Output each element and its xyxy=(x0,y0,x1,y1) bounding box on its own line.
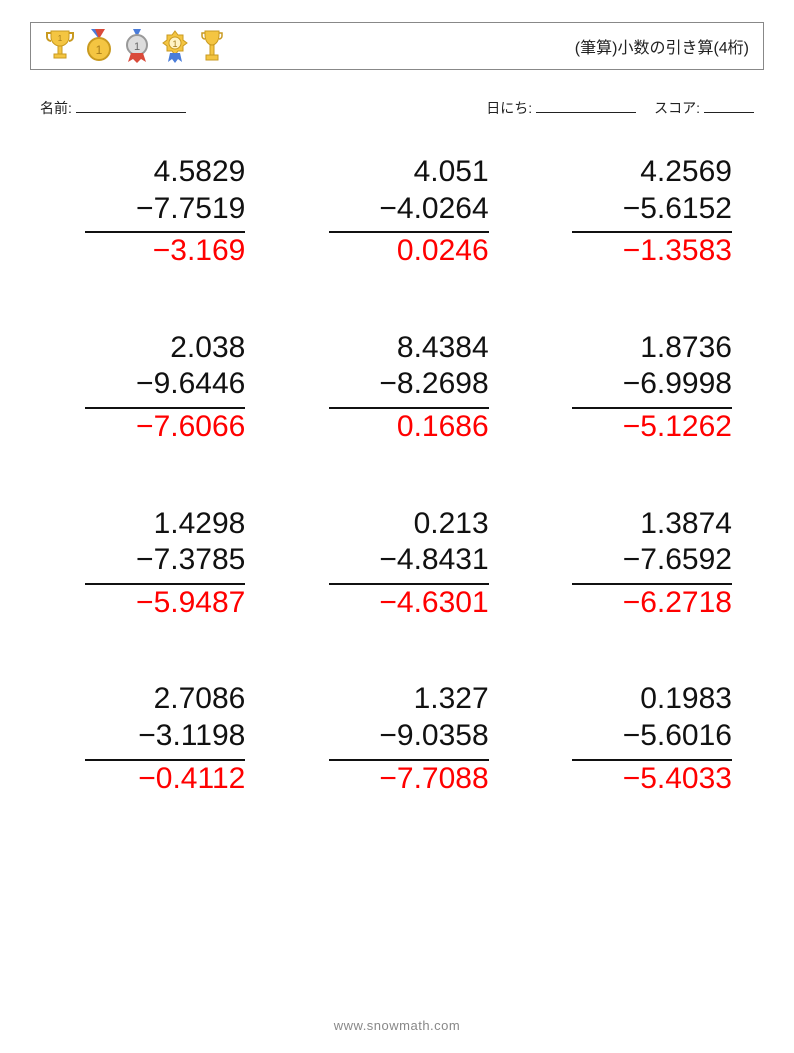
header-box: 1 1 1 1 xyxy=(30,22,764,70)
subtrahend: −7.3785 xyxy=(85,542,245,579)
score-blank xyxy=(704,98,754,113)
worksheet-title: (筆算)小数の引き算(4桁) xyxy=(575,34,749,58)
svg-text:1: 1 xyxy=(172,39,177,49)
problem-cell: 0.1983 −5.6016 −5.4033 xyxy=(549,681,732,797)
answer: −0.4112 xyxy=(85,761,245,798)
problem-cell: 1.8736 −6.9998 −5.1262 xyxy=(549,330,732,446)
date-label: 日にち: xyxy=(486,98,532,118)
subtrahend: −5.6152 xyxy=(572,191,732,228)
problem-cell: 1.327 −9.0358 −7.7088 xyxy=(305,681,488,797)
minuend: 1.4298 xyxy=(85,506,245,543)
subtrahend: −7.6592 xyxy=(572,542,732,579)
minuend: 4.5829 xyxy=(85,154,245,191)
minuend: 4.2569 xyxy=(572,154,732,191)
subtrahend: −9.0358 xyxy=(329,718,489,755)
minuend: 1.8736 xyxy=(572,330,732,367)
problem-cell: 4.5829 −7.7519 −3.169 xyxy=(62,154,245,270)
problem-cell: 4.051 −4.0264 0.0246 xyxy=(305,154,488,270)
trophies-row: 1 1 1 1 xyxy=(45,29,225,63)
name-blank xyxy=(76,98,186,113)
minuend: 4.051 xyxy=(329,154,489,191)
problem-cell: 1.4298 −7.3785 −5.9487 xyxy=(62,506,245,622)
svg-text:1: 1 xyxy=(58,34,63,43)
answer: −7.7088 xyxy=(329,761,489,798)
minuend: 1.327 xyxy=(329,681,489,718)
minuend: 8.4384 xyxy=(329,330,489,367)
date-blank xyxy=(536,98,636,113)
answer: 0.1686 xyxy=(329,409,489,446)
problem-cell: 0.213 −4.8431 −4.6301 xyxy=(305,506,488,622)
meta-row: 名前: 日にち: スコア: xyxy=(30,98,764,118)
answer: −7.6066 xyxy=(85,409,245,446)
subtrahend: −3.1198 xyxy=(85,718,245,755)
svg-text:1: 1 xyxy=(134,41,140,53)
answer: −3.169 xyxy=(85,233,245,270)
medal-badge-icon: 1 xyxy=(161,29,189,63)
minuend: 1.3874 xyxy=(572,506,732,543)
answer: −5.1262 xyxy=(572,409,732,446)
minuend: 2.7086 xyxy=(85,681,245,718)
subtrahend: −4.8431 xyxy=(329,542,489,579)
minuend: 0.213 xyxy=(329,506,489,543)
minuend: 2.038 xyxy=(85,330,245,367)
name-label: 名前: xyxy=(40,98,72,118)
trophy-tall-icon xyxy=(199,29,225,63)
footer-url: www.snowmath.com xyxy=(0,1018,794,1033)
problem-cell: 4.2569 −5.6152 −1.3583 xyxy=(549,154,732,270)
problem-cell: 1.3874 −7.6592 −6.2718 xyxy=(549,506,732,622)
trophy-cup-icon: 1 xyxy=(45,29,75,63)
answer: 0.0246 xyxy=(329,233,489,270)
answer: −6.2718 xyxy=(572,585,732,622)
subtrahend: −7.7519 xyxy=(85,191,245,228)
problem-cell: 8.4384 −8.2698 0.1686 xyxy=(305,330,488,446)
worksheet-page: 1 1 1 1 xyxy=(0,0,794,1053)
problem-cell: 2.7086 −3.1198 −0.4112 xyxy=(62,681,245,797)
answer: −5.4033 xyxy=(572,761,732,798)
subtrahend: −9.6446 xyxy=(85,366,245,403)
svg-text:1: 1 xyxy=(96,43,103,57)
problem-cell: 2.038 −9.6446 −7.6066 xyxy=(62,330,245,446)
medal-gold-icon: 1 xyxy=(85,29,113,63)
subtrahend: −6.9998 xyxy=(572,366,732,403)
answer: −4.6301 xyxy=(329,585,489,622)
medal-silver-icon: 1 xyxy=(123,29,151,63)
score-label: スコア: xyxy=(654,98,700,118)
problems-grid: 4.5829 −7.7519 −3.169 4.051 −4.0264 0.02… xyxy=(30,154,764,797)
answer: −5.9487 xyxy=(85,585,245,622)
minuend: 0.1983 xyxy=(572,681,732,718)
subtrahend: −5.6016 xyxy=(572,718,732,755)
subtrahend: −8.2698 xyxy=(329,366,489,403)
answer: −1.3583 xyxy=(572,233,732,270)
subtrahend: −4.0264 xyxy=(329,191,489,228)
